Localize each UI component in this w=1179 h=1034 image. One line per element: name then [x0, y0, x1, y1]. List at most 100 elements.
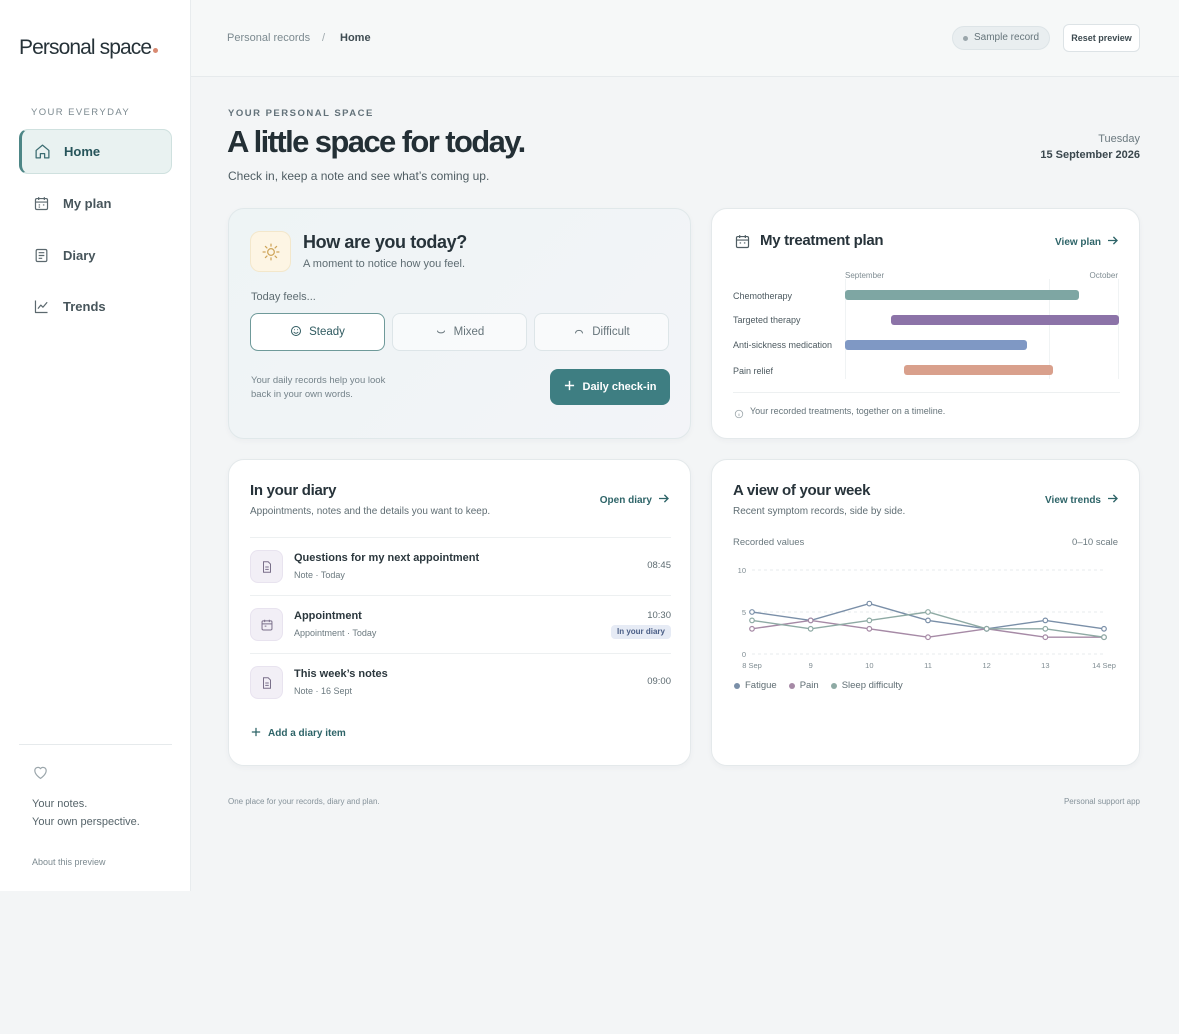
mood-label-text: Mixed: [453, 326, 485, 338]
home-icon: [33, 143, 51, 161]
mood-mixed-button[interactable]: Mixed: [392, 313, 527, 351]
timeline-bar: [891, 315, 1119, 325]
view-trends-link[interactable]: View trends: [1045, 494, 1118, 506]
diary-item-meta: Appointment · Today: [294, 628, 377, 638]
logo-dot: [153, 48, 159, 53]
sidebar-divider: [19, 744, 172, 745]
breadcrumb-root[interactable]: Personal records: [227, 32, 311, 44]
timeline-bar: [845, 340, 1027, 350]
checkin-help-text: Your daily records help you look back in…: [251, 375, 386, 400]
legend-swatch: [788, 682, 795, 689]
top-bar: Personal records / Home Sample record Re…: [191, 0, 1179, 77]
diary-item-title: Questions for my next appointment: [294, 552, 480, 564]
data-point: [866, 600, 873, 607]
chart-caption: Recorded values: [733, 537, 805, 548]
diary-title: In your diary: [250, 482, 337, 499]
timeline-row-targeted-therapy[interactable]: [845, 314, 1119, 326]
diary-list-item[interactable]: Appointment Appointment · Today 10:30 In…: [250, 595, 671, 653]
mood-difficult-button[interactable]: Difficult: [534, 313, 669, 351]
daily-checkin-button[interactable]: Daily check-in: [550, 369, 670, 405]
timeline-row-chemotherapy[interactable]: [845, 289, 1119, 301]
timeline-row-label: Anti-sickness medication: [733, 340, 833, 350]
plan-title: My treatment plan: [760, 232, 884, 249]
sidebar-note-line2: Your own perspective.: [32, 816, 140, 828]
sidebar-note-line1: Your notes.: [32, 798, 88, 810]
checkin-subtitle: A moment to notice how you feel.: [303, 258, 466, 270]
x-tick-label: 10: [865, 661, 873, 670]
timeline-bar: [845, 290, 1080, 300]
legend-item: Sleep difficulty: [830, 680, 903, 691]
diary-item-title: Appointment: [294, 610, 362, 622]
plus-icon: [251, 727, 261, 740]
sidebar-item-my-plan[interactable]: My plan: [19, 181, 172, 226]
sun-icon: [250, 231, 291, 272]
legend-swatch: [734, 682, 740, 689]
calendar-icon: [32, 195, 50, 213]
diary-item-time: 08:45: [647, 560, 671, 571]
date-full: 15 September 2026: [1040, 149, 1140, 161]
y-tick-label: 0: [742, 650, 746, 659]
arrow-right-icon: [658, 494, 669, 506]
timeline-gridline: [845, 279, 846, 379]
plus-icon: [564, 380, 575, 394]
legend-label: Fatigue: [745, 680, 777, 691]
timeline-gridline: [1118, 279, 1119, 379]
legend-label: Sleep difficulty: [841, 680, 903, 691]
diary-item-time: 10:30: [647, 610, 671, 621]
timeline-row-pain-relief[interactable]: [845, 364, 1119, 376]
add-diary-item-label: Add a diary item: [268, 728, 346, 739]
reset-preview-button[interactable]: Reset preview: [1063, 24, 1140, 52]
app-logo[interactable]: Personal space: [19, 36, 159, 60]
x-tick-label: 8 Sep: [742, 661, 762, 670]
week-card: A view of your week Recent symptom recor…: [711, 459, 1140, 766]
data-point: [925, 609, 931, 615]
timeline-row-anti-sickness[interactable]: [845, 339, 1119, 351]
mood-label: Today feels...: [251, 291, 316, 303]
series-line-fatigue: [751, 602, 1105, 630]
data-point: [1042, 625, 1049, 632]
data-point: [983, 625, 990, 632]
week-title: A view of your week: [733, 482, 871, 499]
data-point: [866, 625, 873, 632]
x-tick-label: 13: [1041, 661, 1049, 670]
trend-icon: [32, 298, 50, 316]
sidebar-item-label: Diary: [63, 248, 96, 263]
diary-list-item[interactable]: Questions for my next appointment Note ·…: [250, 537, 671, 595]
data-point: [807, 625, 814, 632]
diary-item-time: 09:00: [647, 676, 671, 687]
sidebar: Personal space YOUR EVERYDAY Home My pla…: [0, 0, 191, 891]
add-diary-item-button[interactable]: Add a diary item: [251, 727, 346, 740]
timeline-row-label: Pain relief: [733, 366, 774, 376]
open-diary-label: Open diary: [599, 494, 652, 506]
diary-item-title: This week’s notes: [294, 668, 388, 680]
timeline-row-label: Chemotherapy: [733, 291, 793, 301]
breadcrumb-current: Home: [340, 32, 371, 44]
footer-brand: Personal support app: [1063, 797, 1140, 806]
sidebar-item-home[interactable]: Home: [19, 129, 172, 174]
diary-icon: [32, 247, 50, 265]
mood-label-text: Difficult: [592, 326, 630, 338]
view-plan-link[interactable]: View plan: [1055, 236, 1118, 248]
arrow-right-icon: [1107, 494, 1118, 506]
checkin-title: How are you today?: [303, 232, 467, 252]
sidebar-item-label: My plan: [63, 196, 112, 211]
diary-list-item[interactable]: This week’s notes Note · 16 Sept 09:00: [250, 653, 671, 711]
mood-steady-button[interactable]: Steady: [250, 313, 385, 351]
about-link[interactable]: About this preview: [32, 857, 106, 867]
chart-scale-caption: 0–10 scale: [1072, 537, 1118, 548]
arrow-right-icon: [1107, 236, 1118, 248]
sidebar-item-trends[interactable]: Trends: [19, 284, 172, 329]
data-point: [1042, 634, 1049, 641]
sidebar-item-diary[interactable]: Diary: [19, 233, 172, 278]
data-point: [866, 617, 873, 624]
sidebar-item-label: Trends: [63, 299, 106, 314]
symptom-line-chart[interactable]: 0 5 10 8 Sep 9 10 11 12 13 14 Sep: [730, 558, 1122, 676]
daily-checkin-label: Daily check-in: [582, 381, 657, 393]
footer-text: One place for your records, diary and pl…: [228, 797, 380, 806]
data-point: [807, 617, 814, 624]
open-diary-link[interactable]: Open diary: [600, 494, 669, 506]
data-point: [749, 617, 755, 624]
mixed-icon: [435, 325, 447, 340]
treatment-plan-card: My treatment plan View plan September Oc…: [711, 208, 1140, 439]
y-tick-label: 10: [738, 566, 746, 575]
